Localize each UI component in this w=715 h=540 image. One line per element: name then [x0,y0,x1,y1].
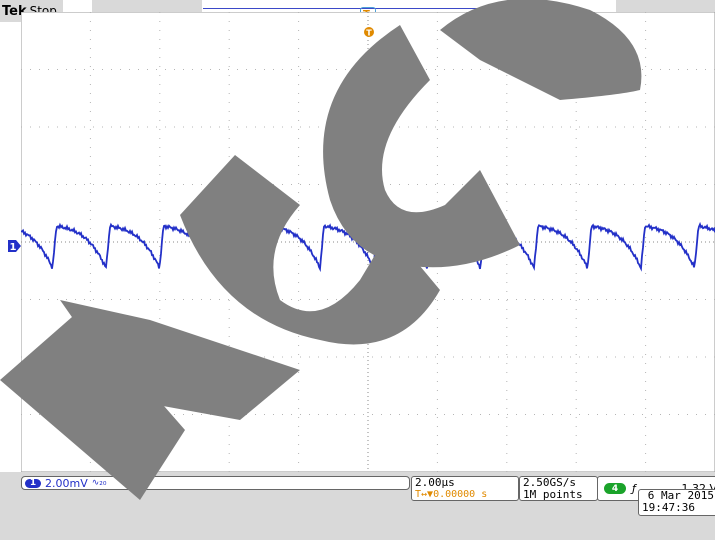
channel1-readout[interactable]: 1 2.00mV ∿₂₀ [21,476,410,490]
horizontal-position: 0.00000 s [433,489,488,500]
channel1-coupling-icon: ∿₂₀ [91,478,107,488]
sample-rate: 2.50GS/s [523,476,576,489]
horizontal-readout[interactable]: 2.00µs T↔▼0.00000 s [411,476,519,501]
date-time-readout: 6 Mar 2015 19:47:36 [638,489,715,516]
tek-logo: Tek [2,3,27,19]
date: 6 Mar 2015 [647,489,714,502]
record-view-bar[interactable] [203,8,536,9]
trigger-source-badge: 4 [604,483,626,494]
channel1-ground-marker[interactable]: 1 [8,239,22,253]
time: 19:47:36 [642,501,695,514]
channel1-badge: 1 [25,478,41,488]
time-per-div: 2.00µs [415,476,455,489]
channel1-scale: 2.00mV [45,476,88,490]
horizontal-position-icon: T↔▼ [415,489,434,500]
trigger-slope-icon: ƒ [632,481,636,495]
channel1-marker-label: 1 [10,242,17,253]
trigger-level-label: T [366,29,372,38]
acquisition-readout[interactable]: 2.50GS/s 1M points [519,476,598,501]
waveform-graticule[interactable]: T [21,12,715,472]
record-length: 1M points [523,488,583,501]
readout-area: 1 2.00mV ∿₂₀ 2.00µs T↔▼0.00000 s 2.50GS/… [0,472,715,540]
